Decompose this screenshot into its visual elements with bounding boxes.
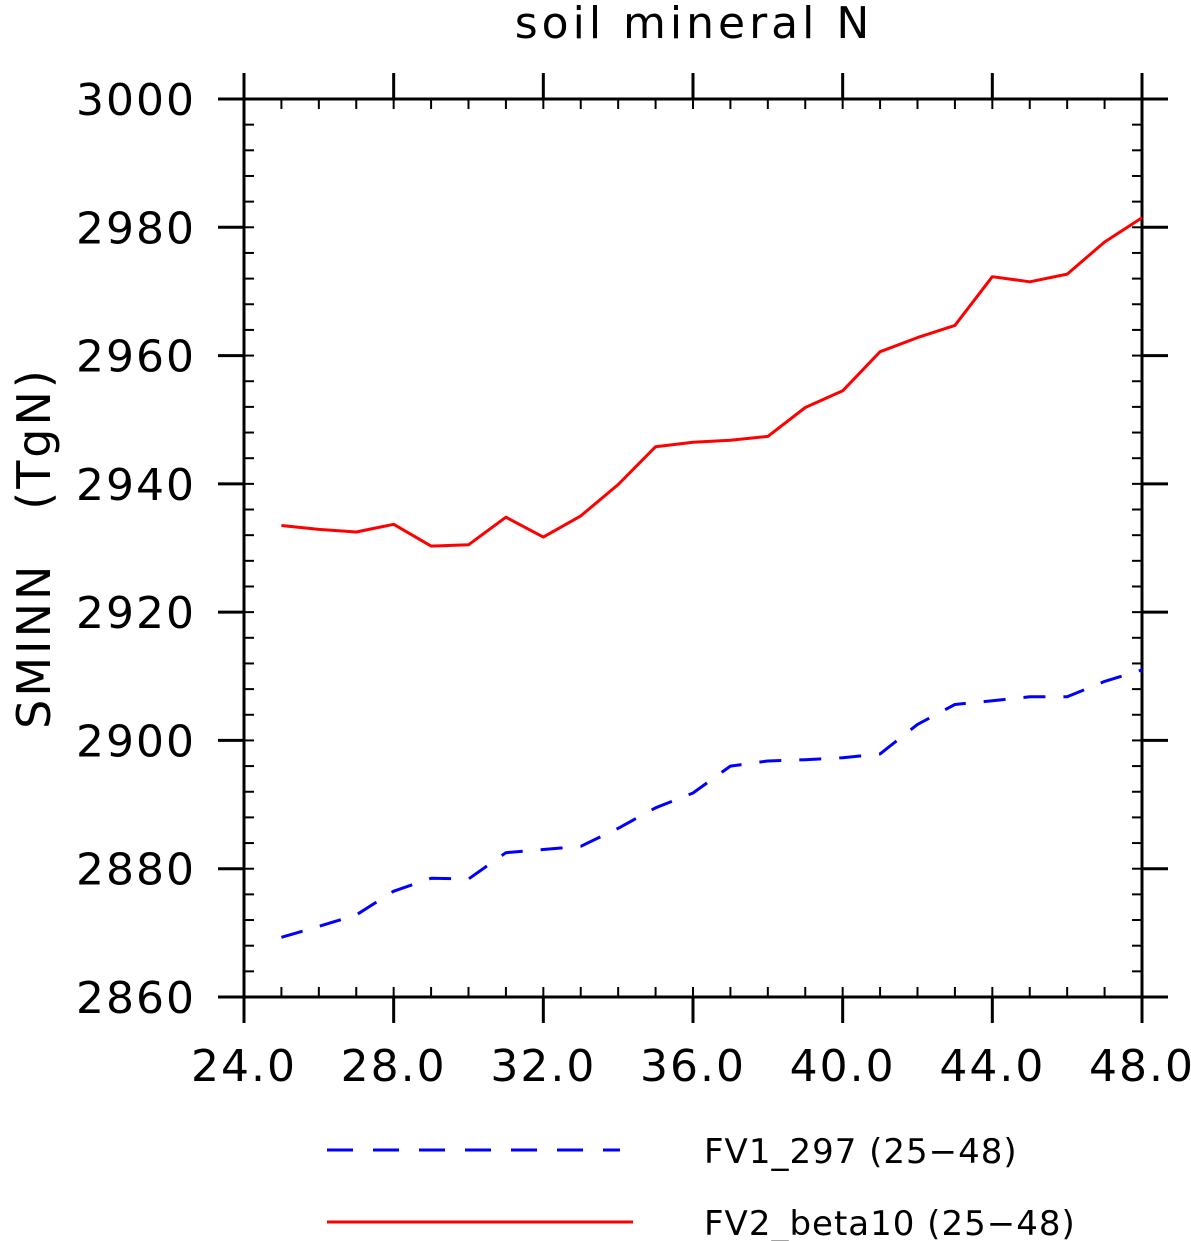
x-tick-label: 36.0 <box>640 1041 746 1092</box>
y-tick-label: 2880 <box>76 845 196 896</box>
y-tick-label: 2900 <box>76 716 196 767</box>
chart-title: soil mineral N <box>515 0 874 49</box>
plot-area <box>242 97 1144 999</box>
y-tick-label: 3000 <box>76 75 196 126</box>
x-tick-label: 28.0 <box>341 1041 447 1092</box>
legend: FV1_297 (25−48) FV2_beta10 (25−48) <box>327 1132 1076 1241</box>
y-tick-label: 2960 <box>76 332 196 383</box>
x-tick-label: 32.0 <box>490 1041 596 1092</box>
y-tick-label: 2980 <box>76 203 196 254</box>
y-axis: 2860 2880 2900 2920 2940 2960 2980 3000 <box>76 75 1168 1024</box>
y-tick-label: 2920 <box>76 588 196 639</box>
y-tick-label: 2860 <box>76 973 196 1024</box>
x-tick-label: 24.0 <box>191 1041 297 1092</box>
y-tick-label: 2940 <box>76 460 196 511</box>
series-line-1 <box>280 668 1143 939</box>
x-tick-label: 44.0 <box>939 1041 1045 1092</box>
legend-label-2: FV2_beta10 (25−48) <box>704 1204 1076 1241</box>
y-axis-label: SMINN (TgN) <box>7 367 61 729</box>
series-layer <box>280 216 1143 939</box>
x-tick-label: 48.0 <box>1089 1041 1191 1092</box>
plot-frame <box>242 97 1144 999</box>
x-axis: 24.0 28.0 32.0 36.0 40.0 44.0 48.0 <box>191 73 1191 1092</box>
legend-label-1: FV1_297 (25−48) <box>704 1132 1018 1172</box>
series-line-2 <box>281 216 1143 548</box>
x-tick-label: 40.0 <box>790 1041 896 1092</box>
